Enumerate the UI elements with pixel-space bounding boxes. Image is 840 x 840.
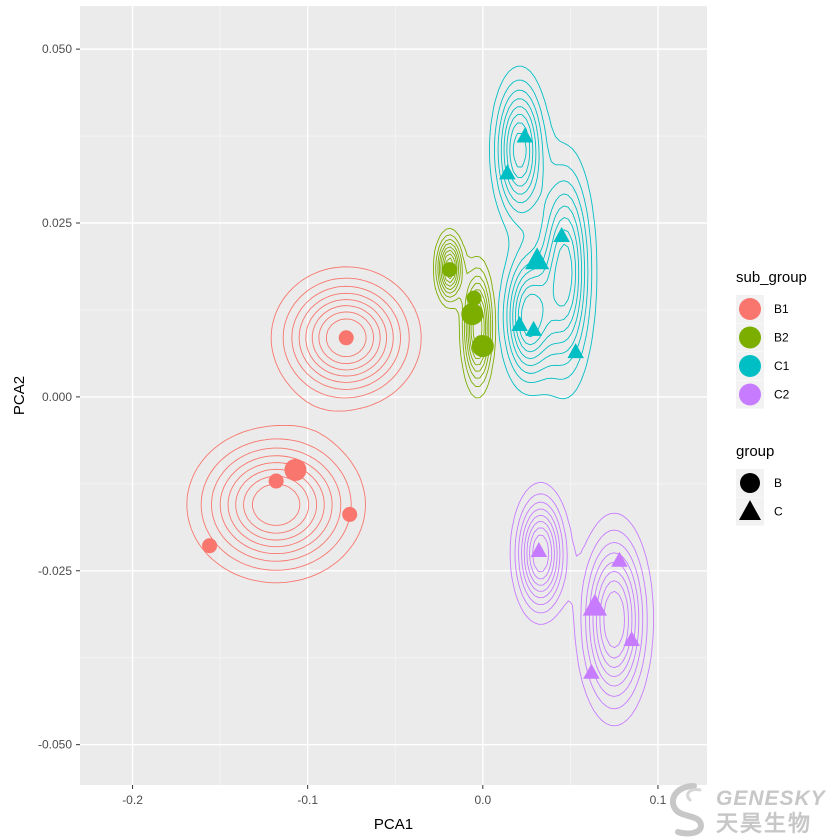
contour-line <box>433 227 497 399</box>
y-tick-label: 0.050 <box>42 42 72 56</box>
point-B2 <box>442 262 458 278</box>
point-C2 <box>623 631 640 647</box>
point-B1 <box>338 330 354 346</box>
point-C2 <box>611 551 628 567</box>
contour-line <box>514 493 648 710</box>
axes: -0.2 -0.1 0.0 0.1 -0.050 -0.025 0.000 0.025 0.05… <box>38 42 667 807</box>
point-C2 <box>583 663 600 679</box>
point-B1 <box>284 458 307 481</box>
contour-line <box>509 482 655 727</box>
contour-line <box>186 266 422 584</box>
contour-line <box>219 292 394 555</box>
point-B2 <box>461 303 484 326</box>
contour-line <box>235 305 381 541</box>
contour-line <box>211 285 401 562</box>
contour-line <box>494 79 593 384</box>
x-tick-label: 0.0 <box>474 793 491 807</box>
y-axis-title: PCA2 <box>11 376 28 415</box>
contour-line <box>506 114 580 353</box>
point-B2 <box>466 290 482 306</box>
point-C1 <box>511 316 528 331</box>
point-C1 <box>553 226 570 242</box>
legend-key-B <box>740 473 760 493</box>
contour-line <box>497 89 589 374</box>
legend-label-C1: C1 <box>774 359 790 373</box>
contour-line <box>243 311 374 534</box>
contour-line <box>200 277 410 571</box>
contour-line <box>440 246 488 366</box>
x-axis-title: PCA1 <box>374 816 413 833</box>
legend-label-C2: C2 <box>774 388 790 402</box>
watermark-name-cn: 天昊生物 <box>716 811 812 837</box>
point-C2 <box>530 542 548 558</box>
contour-line <box>503 106 583 360</box>
legend-label-B: B <box>774 476 782 490</box>
y-tick-label: -0.025 <box>38 564 72 578</box>
x-tick-label: -0.2 <box>122 793 143 807</box>
plot-panel <box>80 6 707 785</box>
contour-line <box>500 98 586 367</box>
legend-key-B1 <box>739 298 761 320</box>
point-C1 <box>499 164 516 180</box>
point-C1 <box>525 320 542 336</box>
contour-line <box>252 318 367 526</box>
contour-line <box>227 299 388 548</box>
legend-title-group: group <box>736 443 774 460</box>
contour-C2 <box>509 482 655 727</box>
point-B1 <box>342 506 358 522</box>
y-tick-label: 0.000 <box>42 390 72 404</box>
watermark-name-en: GENESKY <box>716 787 827 810</box>
point-C2 <box>582 593 608 616</box>
point-B2 <box>471 335 494 358</box>
contour-line <box>532 534 625 649</box>
point-B1 <box>268 473 284 489</box>
contour-line <box>529 527 629 659</box>
contour-line <box>489 65 598 400</box>
point-C1 <box>567 343 584 359</box>
grid-major <box>80 6 707 785</box>
x-tick-label: -0.1 <box>297 793 318 807</box>
data-points <box>202 127 640 679</box>
legend-title-sub-group: sub_group <box>736 269 807 286</box>
x-tick-label: 0.1 <box>650 793 667 807</box>
y-tick-label: 0.025 <box>42 216 72 230</box>
legend-label-B2: B2 <box>774 331 789 345</box>
legend-label-C: C <box>774 505 783 519</box>
contour-B1 <box>186 266 422 584</box>
point-B1 <box>202 538 218 554</box>
legend-key-C <box>739 500 761 521</box>
genesky-logo-icon <box>669 783 704 837</box>
legend: sub_group B1 B2 C1 C2 group B C <box>736 269 807 526</box>
watermark: GENESKY 天昊生物 <box>669 783 827 837</box>
density-contours <box>186 65 655 727</box>
legend-key-B2 <box>739 326 761 349</box>
y-tick-label: -0.050 <box>38 738 72 752</box>
point-C1 <box>516 127 534 143</box>
point-C1 <box>525 247 550 270</box>
legend-key-C2 <box>739 383 761 406</box>
legend-key-C1 <box>739 355 761 377</box>
legend-label-B1: B1 <box>774 302 789 316</box>
contour-line <box>512 132 573 338</box>
